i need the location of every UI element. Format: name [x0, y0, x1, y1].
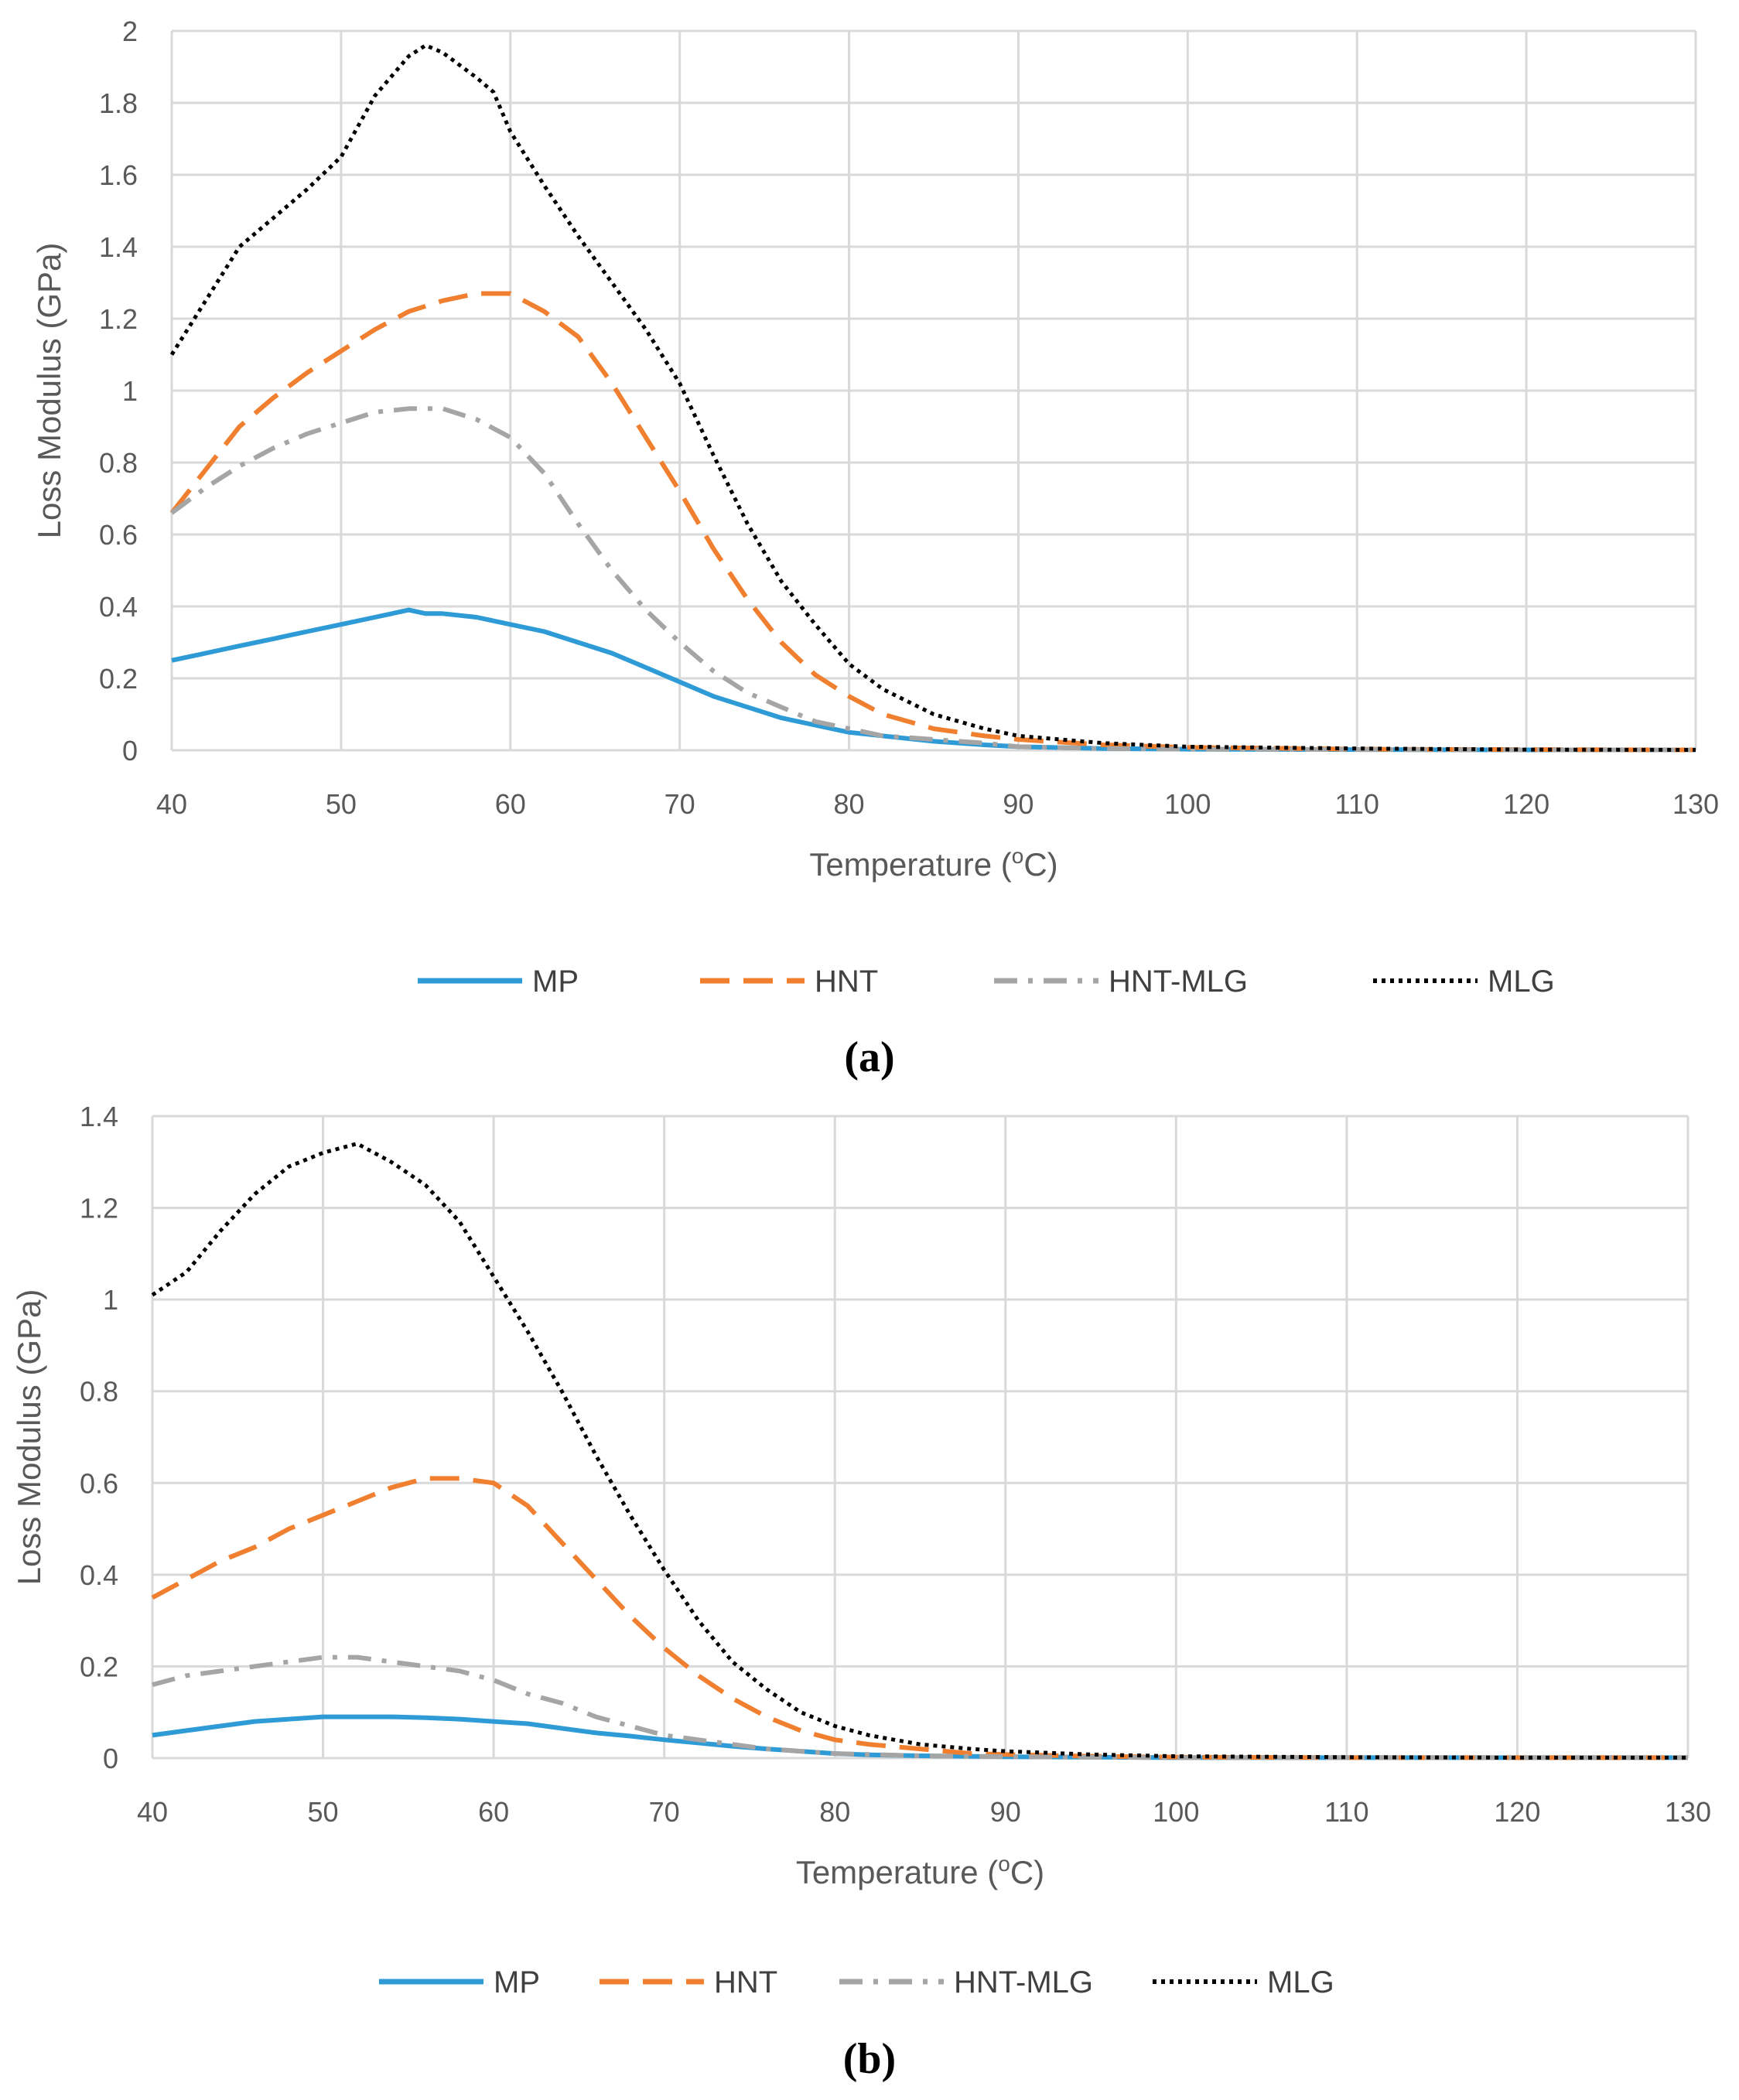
x-tick-label: 120 — [1503, 788, 1549, 820]
panel-label: (a) — [844, 1033, 894, 1081]
x-tick-label: 130 — [1672, 788, 1719, 820]
x-tick-label: 70 — [665, 788, 695, 820]
y-axis-label: Loss Modulus (GPa) — [31, 243, 67, 539]
y-tick-label: 1.2 — [80, 1193, 118, 1224]
x-axis-label: Temperature (oC) — [809, 844, 1057, 883]
y-tick-label: 0.2 — [99, 663, 138, 695]
x-tick-label: 60 — [495, 788, 526, 820]
x-tick-label: 110 — [1335, 788, 1379, 820]
y-tick-label: 1.6 — [99, 159, 138, 191]
x-tick-label: 100 — [1153, 1796, 1199, 1828]
legend-label-mlg: MLG — [1267, 1965, 1334, 1999]
x-tick-label: 90 — [1003, 788, 1033, 820]
x-tick-label: 80 — [819, 1796, 850, 1828]
panel-label: (b) — [843, 2035, 896, 2083]
x-axis-label-tail: C) — [1023, 846, 1057, 883]
y-tick-label: 0.8 — [99, 447, 138, 479]
legend-label-hnt-mlg: HNT-MLG — [954, 1965, 1093, 1999]
y-tick-label: 2 — [122, 15, 138, 47]
x-tick-label: 40 — [137, 1796, 168, 1828]
legend-label-mp: MP — [494, 1965, 540, 1999]
y-tick-label: 1.4 — [80, 1101, 118, 1132]
x-axis-label-tail: C) — [1010, 1854, 1044, 1890]
x-axis-label-superscript: o — [1012, 844, 1024, 868]
x-tick-label: 110 — [1324, 1796, 1368, 1828]
legend: MP HNT HNT-MLG MLG — [418, 965, 1555, 999]
x-tick-label: 80 — [834, 788, 865, 820]
y-tick-label: 0.6 — [80, 1467, 118, 1499]
y-tick-label: 0.2 — [80, 1651, 118, 1682]
legend-label-hnt: HNT — [714, 1965, 777, 1999]
x-tick-label: 120 — [1494, 1796, 1540, 1828]
legend-label-hnt: HNT — [815, 965, 878, 999]
x-tick-label: 50 — [326, 788, 357, 820]
series-line-mlg — [151, 1142, 1688, 1760]
chart-panel-b: 0 0.2 0.4 0.6 0.8 1 1.2 1.4 40 50 60 70 80 90 100 110 12… — [11, 1101, 1711, 2083]
series-line-hnt — [151, 1476, 1688, 1760]
x-tick-label: 70 — [649, 1796, 680, 1828]
x-axis-label-superscript: o — [998, 1852, 1010, 1876]
y-tick-label: 1 — [122, 375, 138, 407]
legend-label-mp: MP — [532, 965, 579, 999]
x-axis-label: Temperature (oC) — [796, 1852, 1044, 1890]
x-axis-label-main: Temperature ( — [809, 846, 1011, 883]
legend-label-mlg: MLG — [1488, 965, 1555, 999]
x-axis-label-main: Temperature ( — [796, 1854, 998, 1890]
x-tick-label: 100 — [1164, 788, 1211, 820]
legend: MP HNT HNT-MLG MLG — [379, 1965, 1334, 1999]
x-tick-label: 130 — [1665, 1796, 1711, 1828]
series-line-hnt-mlg — [170, 406, 1696, 753]
x-tick-label: 60 — [478, 1796, 509, 1828]
y-axis-label: Loss Modulus (GPa) — [11, 1289, 47, 1586]
y-tick-label: 0.6 — [99, 519, 138, 551]
legend-label-hnt-mlg: HNT-MLG — [1109, 965, 1248, 999]
series-line-mp — [152, 1714, 1688, 1760]
y-tick-label: 0.4 — [80, 1559, 118, 1591]
y-tick-label: 1.4 — [99, 231, 138, 263]
y-tick-label: 1.8 — [99, 87, 138, 119]
y-tick-label: 0.4 — [99, 591, 138, 623]
series-line-hnt — [169, 291, 1696, 753]
y-tick-label: 0.8 — [80, 1376, 118, 1408]
chart-panel-a: 0 0.2 0.4 0.6 0.8 1 1.2 1.4 1.6 1.8 2 40 50 60 70 80 90 1… — [31, 15, 1719, 1081]
y-tick-label: 0 — [103, 1743, 118, 1774]
y-tick-label: 1.2 — [99, 303, 138, 335]
x-tick-label: 40 — [156, 788, 187, 820]
series-line-hnt-mlg — [152, 1654, 1688, 1760]
x-tick-label: 90 — [990, 1796, 1021, 1828]
y-tick-label: 1 — [103, 1284, 118, 1316]
y-tick-label: 0 — [122, 735, 138, 767]
series-line-mlg — [169, 43, 1696, 752]
x-tick-label: 50 — [308, 1796, 339, 1828]
